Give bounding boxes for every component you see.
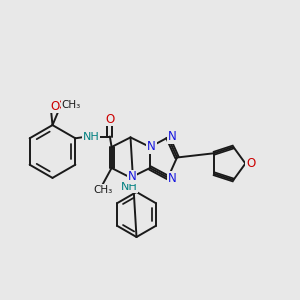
Text: O: O	[105, 112, 115, 126]
Text: O: O	[58, 98, 67, 112]
Text: N: N	[147, 140, 156, 153]
Text: NH: NH	[121, 182, 137, 192]
Text: O: O	[50, 100, 59, 113]
Text: NH: NH	[82, 131, 99, 142]
Text: N: N	[168, 172, 177, 185]
Text: N: N	[128, 170, 136, 184]
Text: CH₃: CH₃	[94, 184, 113, 195]
Text: CH₃: CH₃	[61, 100, 81, 110]
Text: N: N	[168, 130, 177, 143]
Text: O: O	[246, 157, 255, 170]
